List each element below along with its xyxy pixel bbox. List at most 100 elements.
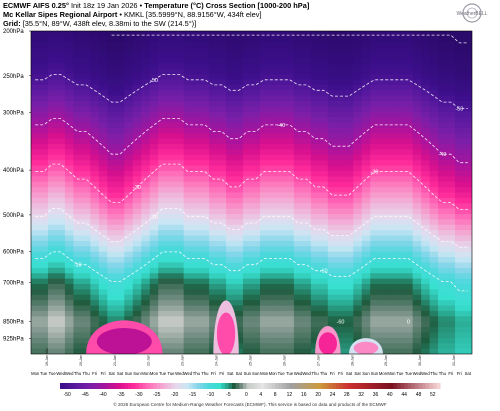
heatmap-cell — [98, 219, 108, 226]
heatmap-cell — [90, 267, 100, 274]
heatmap-cell — [395, 316, 405, 323]
heatmap-cell — [310, 138, 320, 145]
heatmap-cell — [285, 197, 295, 204]
heatmap-cell — [39, 176, 49, 183]
heatmap-cell — [73, 203, 83, 210]
heatmap-cell — [81, 214, 91, 221]
heatmap-cell — [276, 176, 287, 183]
heatmap-cell — [251, 257, 261, 264]
heatmap-cell — [47, 316, 58, 323]
heatmap-cell — [404, 327, 414, 334]
heatmap-cell — [81, 321, 91, 328]
heatmap-cell — [98, 95, 108, 102]
heatmap-cell — [98, 197, 108, 204]
heatmap-cell — [90, 57, 100, 64]
heatmap-cell — [200, 321, 210, 328]
heatmap-cell — [302, 294, 312, 301]
colorbar-swatch — [346, 383, 351, 389]
heatmap-cell — [438, 90, 448, 97]
colorbar-tick-label: 32 — [358, 392, 364, 398]
heatmap-cell — [302, 52, 312, 59]
heatmap-cell — [310, 214, 320, 221]
x-day-label: Thu — [439, 371, 447, 376]
heatmap-cell — [200, 300, 210, 307]
heatmap-cell — [243, 192, 253, 199]
heatmap-cell — [200, 187, 210, 194]
heatmap-cell — [344, 192, 354, 199]
heatmap-cell — [370, 300, 380, 307]
heatmap-cell — [285, 267, 295, 274]
heatmap-cell — [217, 208, 227, 215]
heatmap-cell — [56, 230, 66, 237]
heatmap-cell — [259, 31, 270, 37]
heatmap-cell — [47, 208, 58, 215]
heatmap-cell — [217, 284, 227, 290]
heatmap-cell — [421, 305, 431, 312]
heatmap-cell — [251, 165, 261, 172]
heatmap-cell — [90, 138, 100, 145]
heatmap-cell — [344, 203, 354, 210]
heatmap-cell — [455, 95, 465, 102]
heatmap-cell — [47, 154, 58, 161]
heatmap-cell — [132, 197, 142, 204]
heatmap-cell — [217, 95, 227, 102]
heatmap-cell — [90, 224, 100, 231]
heatmap-cell — [268, 208, 278, 215]
heatmap-cell — [463, 284, 472, 290]
heatmap-cell — [293, 348, 303, 354]
heatmap-cell — [268, 95, 278, 102]
heatmap-cell — [404, 144, 414, 151]
heatmap-cell — [31, 47, 41, 54]
heatmap-cell — [73, 127, 83, 134]
x-day-label: Tue — [40, 371, 48, 376]
heatmap-cell — [276, 192, 287, 199]
heatmap-cell — [81, 257, 91, 264]
heatmap-cell — [378, 246, 388, 253]
heatmap-cell — [243, 251, 253, 258]
heatmap-cell — [395, 192, 405, 199]
colorbar-swatch — [293, 383, 298, 389]
heatmap-cell — [251, 203, 261, 210]
colorbar-swatch — [300, 383, 305, 389]
heatmap-cell — [421, 230, 431, 237]
heatmap-cell — [353, 133, 363, 140]
heatmap-cell — [209, 133, 219, 140]
heatmap-cell — [132, 127, 142, 134]
heatmap-cell — [276, 337, 287, 344]
heatmap-cell — [370, 111, 380, 118]
heatmap-cell — [39, 246, 49, 253]
heatmap-cell — [149, 74, 159, 81]
heatmap-cell — [175, 111, 185, 118]
contour-label: -50 — [150, 78, 158, 84]
heatmap-cell — [81, 251, 91, 258]
heatmap-cell — [64, 327, 74, 334]
heatmap-cell — [90, 47, 100, 54]
heatmap-cell — [217, 111, 227, 118]
heatmap-cell — [353, 235, 363, 242]
heatmap-cell — [56, 154, 66, 161]
heatmap-cell — [175, 246, 185, 253]
heatmap-cell — [395, 95, 405, 102]
heatmap-cell — [90, 219, 100, 226]
heatmap-cell — [149, 310, 159, 317]
heatmap-cell — [395, 133, 405, 140]
heatmap-cell — [175, 133, 185, 140]
heatmap-cell — [64, 257, 74, 264]
heatmap-cell — [412, 111, 422, 118]
heatmap-cell — [56, 235, 66, 242]
heatmap-cell — [421, 127, 431, 134]
heatmap-cell — [438, 165, 448, 172]
heatmap-cell — [387, 219, 397, 226]
heatmap-cell — [47, 79, 58, 86]
heatmap-cell — [115, 305, 125, 312]
heatmap-cell — [39, 262, 49, 269]
heatmap-cell — [344, 300, 354, 307]
heatmap-cell — [192, 262, 202, 269]
heatmap-cell — [115, 133, 125, 140]
heatmap-cell — [124, 79, 134, 86]
heatmap-cell — [310, 100, 320, 107]
heatmap-cell — [124, 52, 134, 59]
heatmap-cell — [149, 122, 159, 129]
heatmap-cell — [39, 117, 49, 124]
heatmap-cell — [243, 208, 253, 215]
